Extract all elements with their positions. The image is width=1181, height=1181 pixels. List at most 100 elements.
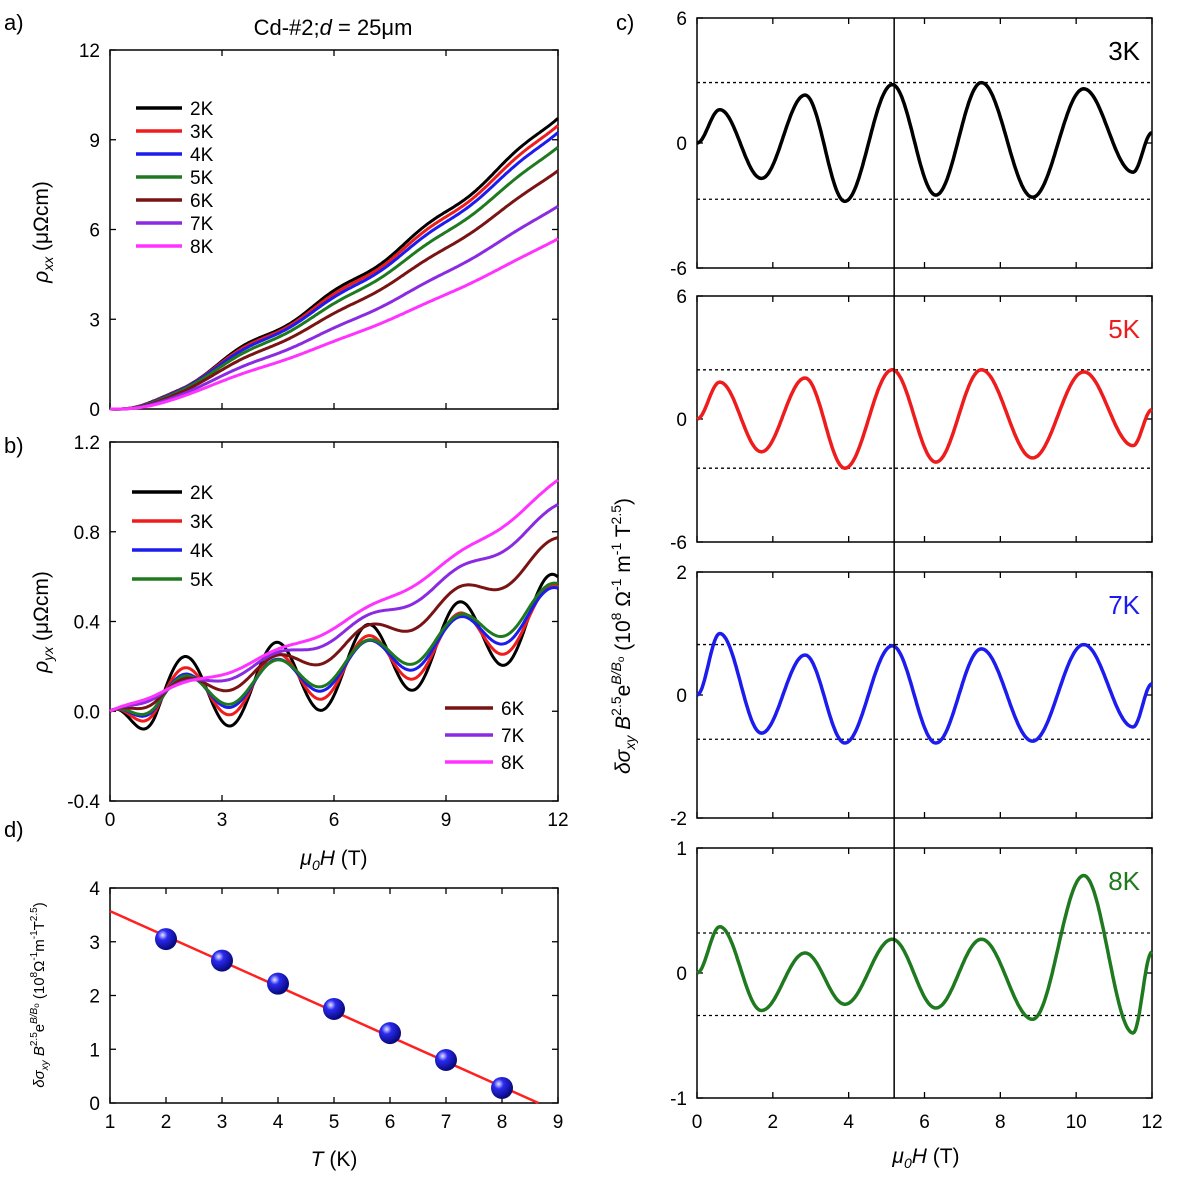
x-tick-label: 5 [329, 1112, 340, 1133]
panel-label-a: a) [4, 10, 24, 35]
x-tick-label: 4 [273, 1112, 284, 1133]
y-tick-label: -0.4 [67, 792, 100, 813]
x-tick-label: 2 [161, 1112, 172, 1133]
y-tick-label: 3 [89, 933, 100, 954]
y-tick-label: -2 [670, 809, 687, 830]
panel-d-ylabel: δσxy B2.5eB/Bo (108Ω-1m-1T2.5) [29, 902, 51, 1087]
y-tick-label: 6 [89, 221, 100, 242]
panel-label-d: d) [4, 817, 24, 842]
y-tick-label: -6 [670, 533, 687, 554]
x-tick-label: 2 [768, 1112, 779, 1133]
legend-label-7K: 7K [190, 214, 214, 235]
legend-label-8K: 8K [190, 237, 214, 258]
x-tick-label: 8 [995, 1112, 1006, 1133]
y-tick-label: 0.4 [74, 613, 101, 634]
subplot-3K: -6 0 6 3K [670, 9, 1153, 280]
data-point [435, 1049, 457, 1071]
y-tick-label: 12 [79, 41, 100, 62]
data-point [155, 928, 177, 951]
panel-b-axes: 0 3 6 9 12 -0.4 0.0 0.4 0.8 1.2 [67, 433, 568, 831]
title-sample: Cd-#2; [254, 15, 320, 40]
y-tick-label: -1 [670, 1089, 687, 1110]
curve-2K [109, 117, 559, 411]
x-tick-label: 0 [692, 1112, 703, 1133]
curve-5K [110, 146, 559, 411]
y-tick-label: 1.2 [74, 433, 100, 454]
legend-label-6K: 6K [501, 699, 525, 720]
subplot-5K: -6 0 6 5K [670, 287, 1153, 554]
x-tick-label: 6 [385, 1112, 396, 1133]
curve-8K [109, 478, 559, 713]
legend-label-2K: 2K [190, 483, 214, 504]
x-tick-label: 4 [843, 1112, 854, 1133]
data-point [267, 972, 289, 995]
y-tick-label: 6 [676, 9, 687, 30]
y-tick-label: 4 [89, 879, 100, 900]
y-tick-label: 6 [676, 287, 687, 308]
panel-b-series [109, 478, 559, 731]
y-tick-label: 3 [89, 310, 100, 331]
data-point [211, 949, 233, 972]
x-tick-label: 3 [217, 1112, 228, 1133]
data-point [491, 1076, 513, 1099]
legend-label-3K: 3K [190, 512, 214, 533]
subplot-7K: -2 0 2 7K [670, 563, 1153, 830]
subplot-8K: -1 0 1 8K [670, 839, 1153, 1110]
curve-3K [109, 583, 559, 723]
x-tick-label: 1 [105, 1112, 116, 1133]
curve-4K [110, 131, 559, 411]
legend-label-2K: 2K [190, 99, 214, 120]
y-tick-label: 9 [89, 131, 100, 152]
curve-3K [109, 124, 559, 411]
legend-label-6K: 6K [190, 191, 214, 212]
curve-6K [110, 169, 559, 411]
panel-c-xaxis: 0 2 4 6 8 10 12 [692, 1112, 1163, 1133]
panel-c-xlabel: μ0H (T) [891, 1145, 959, 1171]
panel-label-c: c) [616, 10, 634, 35]
panel-b-legend: 2K 3K 4K 5K 6K 7K 8K [132, 483, 525, 774]
y-tick-label: 2 [89, 987, 100, 1008]
panel-d-frame [109, 887, 559, 1104]
curve-4K [109, 586, 559, 718]
x-tick-label: 6 [919, 1112, 930, 1133]
panel-a-axes: 0 3 6 9 12 [79, 41, 559, 421]
legend-label-7K: 7K [501, 726, 525, 747]
legend-label-3K: 3K [190, 122, 214, 143]
curve-2K [109, 572, 559, 731]
panel-d-content [109, 909, 539, 1105]
subplot-label-5K: 5K [1108, 314, 1140, 344]
panel-b-xlabel: μ0H (T) [299, 847, 367, 873]
x-tick-label: 12 [547, 810, 568, 831]
subplot-label-7K: 7K [1108, 590, 1140, 620]
curve-8K [696, 873, 1153, 1035]
x-tick-label: 3 [217, 810, 228, 831]
panel-d-xlabel: T (K) [311, 1148, 358, 1171]
y-tick-label: 0 [676, 964, 687, 985]
panel-b-ylabel: ρyx (μΩcm) [30, 571, 56, 674]
y-tick-label: 2 [676, 563, 687, 584]
x-tick-label: 7 [441, 1112, 452, 1133]
data-point [379, 1022, 401, 1045]
legend-label-5K: 5K [190, 168, 214, 189]
panel-a-frame [109, 49, 559, 410]
y-tick-label: 1 [676, 839, 687, 860]
panel-label-b: b) [4, 433, 24, 458]
y-tick-label: 0 [676, 410, 687, 431]
y-tick-label: 0 [676, 134, 687, 155]
panel-c-ylabel: δσxy B2.5eB/Bo (108 Ω-1 m-1 T2.5) [608, 498, 638, 774]
legend-label-4K: 4K [190, 541, 214, 562]
figure-title: Cd-#2;d = 25μm [254, 15, 413, 40]
curve-7K [696, 631, 1153, 745]
y-tick-label: 0.0 [74, 702, 100, 723]
panel-b-frame [109, 441, 559, 802]
title-d-value: = 25μm [332, 15, 413, 40]
data-point [323, 997, 345, 1020]
x-tick-label: 0 [105, 810, 116, 831]
x-tick-label: 12 [1141, 1112, 1162, 1133]
